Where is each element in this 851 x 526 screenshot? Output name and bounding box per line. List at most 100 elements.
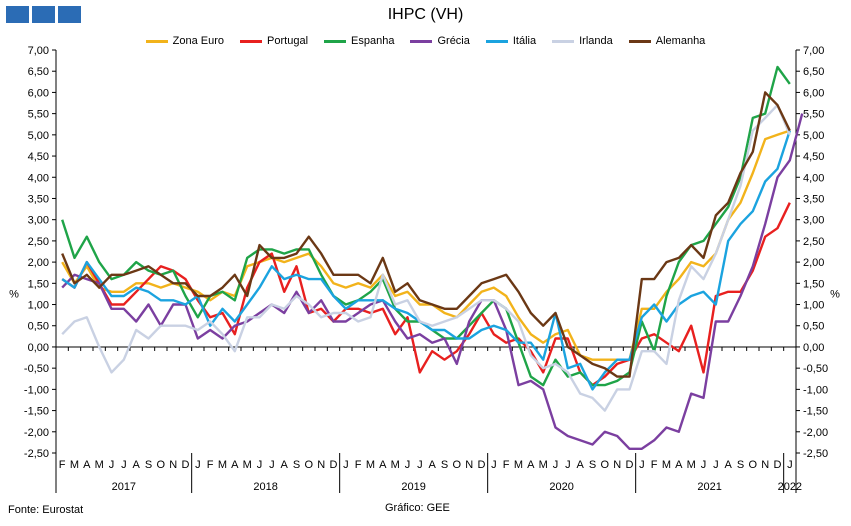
legend-swatch xyxy=(628,39,651,43)
x-month-label: A xyxy=(231,459,239,471)
y-tick-label-left: 3,00 xyxy=(28,215,49,227)
x-month-label: M xyxy=(70,459,79,471)
y-tick-label-right: 6,00 xyxy=(803,87,824,99)
legend-swatch xyxy=(324,39,347,43)
x-month-label: N xyxy=(761,459,769,471)
x-month-label: M xyxy=(662,459,671,471)
y-tick-label-left: 0,50 xyxy=(28,321,49,333)
x-month-label: F xyxy=(651,459,658,471)
x-month-label: N xyxy=(169,459,177,471)
legend-swatch xyxy=(485,39,508,43)
x-month-label: M xyxy=(539,459,548,471)
legend-swatch xyxy=(240,39,263,43)
legend-label: Grécia xyxy=(437,35,470,47)
y-tick-label-right: 7,00 xyxy=(803,45,824,57)
x-month-label: O xyxy=(749,459,758,471)
y-tick-label-left: 1,50 xyxy=(28,278,49,290)
legend-label: Portugal xyxy=(267,35,309,47)
x-month-label: J xyxy=(269,459,275,471)
x-month-label: O xyxy=(157,459,166,471)
y-tick-label-left: 2,50 xyxy=(28,236,49,248)
legend-item: Portugal xyxy=(240,35,308,47)
x-year-label: 2017 xyxy=(112,481,136,493)
x-month-label: A xyxy=(132,459,140,471)
x-month-label: J xyxy=(195,459,201,471)
x-month-label: D xyxy=(478,459,486,471)
legend-item: Itália xyxy=(485,35,536,47)
x-month-label: A xyxy=(428,459,436,471)
x-month-label: D xyxy=(330,459,338,471)
y-tick-label-right: 2,50 xyxy=(803,236,824,248)
legend-item: Alemanha xyxy=(628,35,705,47)
x-month-label: D xyxy=(774,459,782,471)
chart-credit: Gráfico: GEE xyxy=(385,502,450,514)
x-month-label: N xyxy=(317,459,325,471)
y-tick-label-right: 1,50 xyxy=(803,278,824,290)
x-month-label: F xyxy=(355,459,362,471)
y-tick-label-right: 4,00 xyxy=(803,172,824,184)
x-month-label: S xyxy=(145,459,152,471)
y-tick-label-right: 3,50 xyxy=(803,193,824,205)
y-tick-label-right: -2,00 xyxy=(803,427,828,439)
y-tick-label-right: -1,50 xyxy=(803,406,828,418)
x-year-label: 2018 xyxy=(253,481,277,493)
y-axis-label-right: % xyxy=(830,289,840,301)
source-note: Fonte: Eurostat xyxy=(8,504,84,516)
y-tick-label-right: 1,00 xyxy=(803,300,824,312)
x-month-label: A xyxy=(379,459,387,471)
x-month-label: A xyxy=(675,459,683,471)
x-month-label: F xyxy=(59,459,66,471)
legend-item: Zona Euro xyxy=(145,35,225,47)
y-tick-label-left: 1,00 xyxy=(28,300,49,312)
y-tick-label-right: 2,00 xyxy=(803,257,824,269)
x-month-label: J xyxy=(565,459,571,471)
x-month-label: S xyxy=(589,459,596,471)
y-tick-label-right: 0,50 xyxy=(803,321,824,333)
y-tick-label-left: 0,00 xyxy=(28,342,49,354)
chart-title: IHPC (VH) xyxy=(387,6,464,23)
x-month-label: J xyxy=(491,459,497,471)
x-month-label: N xyxy=(465,459,473,471)
y-tick-label-right: -2,50 xyxy=(803,448,828,460)
legend-item: Espanha xyxy=(324,35,394,47)
y-tick-label-right: 4,50 xyxy=(803,151,824,163)
legend-label: Zona Euro xyxy=(172,35,225,47)
x-month-label: A xyxy=(280,459,288,471)
legend-item: Grécia xyxy=(410,35,470,47)
y-tick-label-left: -0,50 xyxy=(24,363,49,375)
x-month-label: M xyxy=(687,459,696,471)
series-line xyxy=(61,103,791,412)
x-month-label: D xyxy=(626,459,634,471)
logo-block xyxy=(58,6,81,23)
legend-swatch xyxy=(552,39,575,43)
x-month-label: O xyxy=(305,459,314,471)
y-tick-label-right: 3,00 xyxy=(803,215,824,227)
x-month-label: S xyxy=(737,459,744,471)
x-year-label: 2019 xyxy=(401,481,425,493)
x-month-label: O xyxy=(601,459,610,471)
x-month-label: J xyxy=(405,459,411,471)
y-tick-label-left: -1,50 xyxy=(24,406,49,418)
x-month-label: F xyxy=(503,459,510,471)
x-month-label: N xyxy=(613,459,621,471)
legend-label: Espanha xyxy=(351,35,395,47)
x-month-label: S xyxy=(441,459,448,471)
x-year-label: 2020 xyxy=(549,481,573,493)
x-month-label: J xyxy=(343,459,349,471)
y-tick-label-right: 5,50 xyxy=(803,109,824,121)
logo-block xyxy=(32,6,55,23)
series-line xyxy=(61,91,791,378)
x-month-label: J xyxy=(109,459,115,471)
y-tick-label-left: 5,50 xyxy=(28,109,49,121)
x-month-label: J xyxy=(787,459,793,471)
logo-block xyxy=(6,6,29,23)
series-line xyxy=(61,130,791,391)
series-line xyxy=(61,202,791,387)
y-tick-label-right: -0,50 xyxy=(803,363,828,375)
series-line xyxy=(61,113,804,450)
y-tick-label-left: 6,50 xyxy=(28,66,49,78)
x-month-label: M xyxy=(95,459,104,471)
x-month-label: J xyxy=(257,459,263,471)
